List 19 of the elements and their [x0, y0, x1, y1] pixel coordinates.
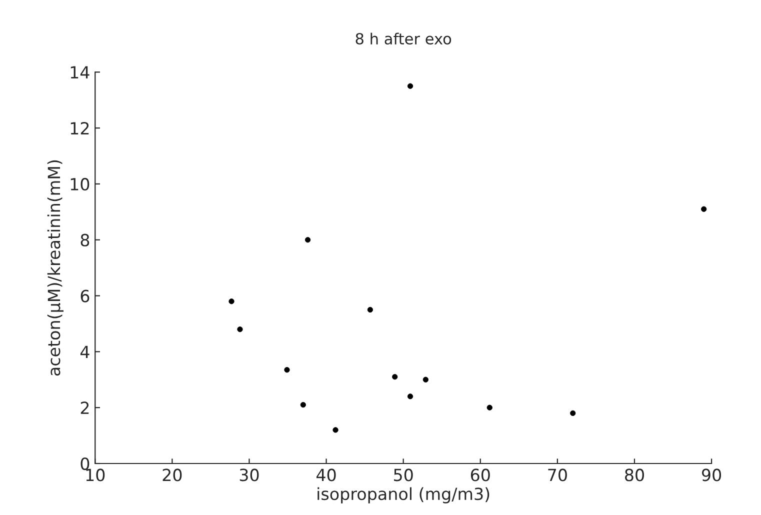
x-axis-title: isopropanol (mg/m3) [318, 487, 490, 504]
y-tick-label: 6 [80, 290, 90, 302]
x-tick-label: 90 [702, 468, 722, 482]
x-tick-label: 40 [316, 468, 336, 482]
chart-title: 8 h after exo [356, 32, 452, 45]
y-axis-title: aceton(µM)/kreatinin(mM) [47, 160, 64, 376]
y-tick-label: 4 [80, 346, 90, 358]
x-tick-label: 30 [240, 468, 259, 482]
x-tick-label: 20 [162, 468, 182, 482]
y-tick-label: 14 [70, 66, 90, 78]
x-tick-label: 70 [548, 468, 567, 482]
y-tick-label: 10 [70, 178, 90, 190]
y-tick-label: 2 [80, 402, 89, 414]
y-tick-label: 0 [80, 457, 90, 470]
x-tick-label: 50 [394, 468, 413, 482]
x-tick-label: 80 [625, 468, 644, 482]
x-tick-label: 60 [470, 468, 490, 482]
y-tick-label: 8 [80, 234, 90, 246]
y-tick-label: 12 [70, 122, 89, 134]
